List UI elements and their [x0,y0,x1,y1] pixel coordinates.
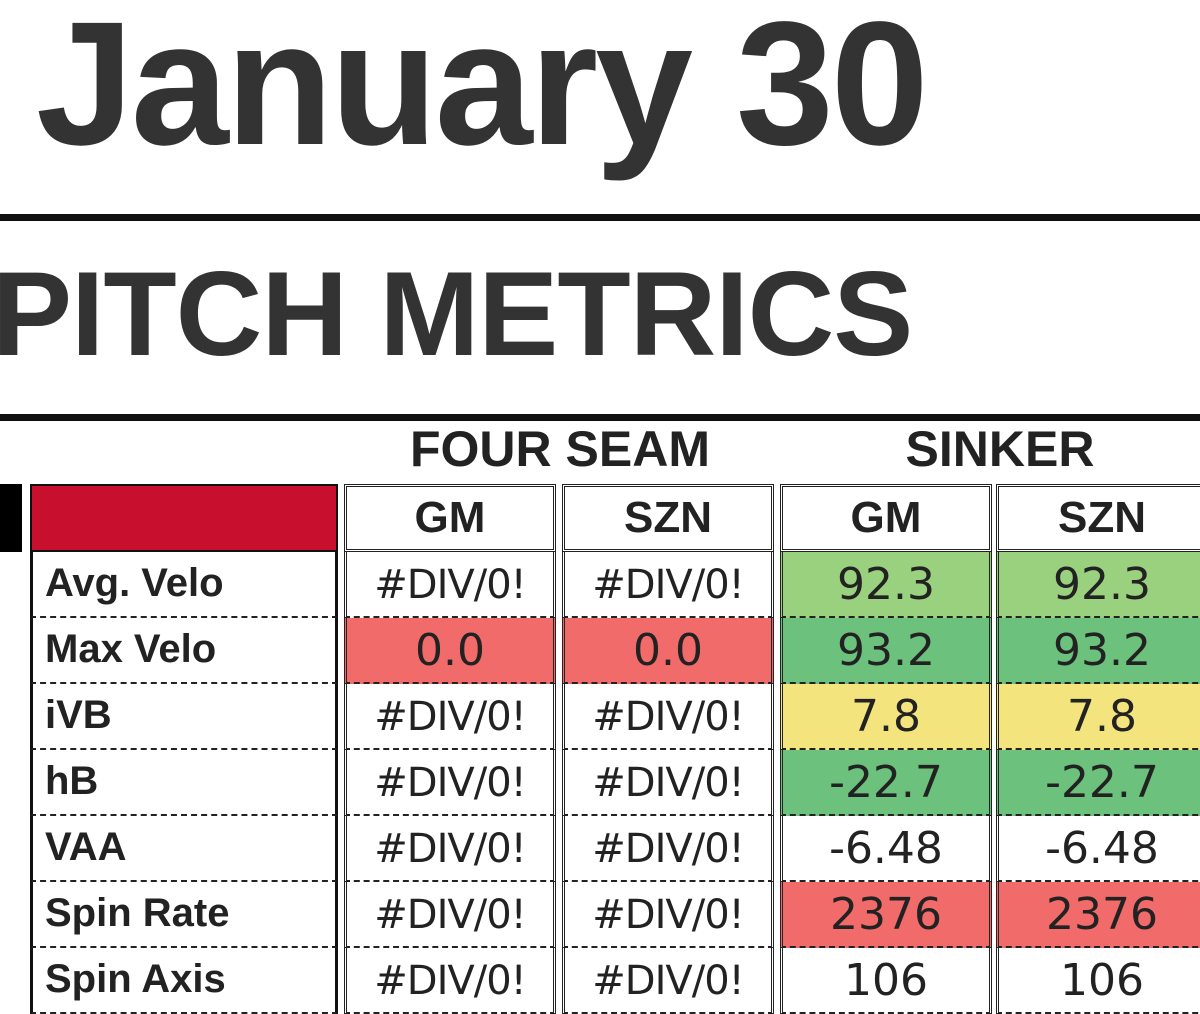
row-label: Spin Rate [30,882,338,948]
table-cell-sinker-szn: 92.3 [996,552,1200,618]
row-label: hB [30,750,338,816]
table-cell-sinker-szn: 106 [996,948,1200,1014]
table-cell-sinker-gm: 92.3 [780,552,992,618]
table-cell-four-seam-gm: #DIV/0! [344,552,556,618]
table-cell-four-seam-szn: #DIV/0! [562,750,774,816]
table-cell-sinker-szn: 2376 [996,882,1200,948]
table-cell-four-seam-szn: #DIV/0! [562,882,774,948]
table-cell-sinker-szn: -22.7 [996,750,1200,816]
table-cell-sinker-gm: 7.8 [780,684,992,750]
table-cell-four-seam-gm: 0.0 [344,618,556,684]
row-label: Max Velo [30,618,338,684]
row-label: iVB [30,684,338,750]
column-header-four-seam-szn: SZN [562,484,774,552]
table-cell-four-seam-szn: #DIV/0! [562,684,774,750]
divider-top [0,214,1200,221]
group-header-four-seam: FOUR SEAM [410,421,710,477]
table-cell-four-seam-szn: #DIV/0! [562,948,774,1014]
divider-bottom [0,414,1200,421]
table-cell-four-seam-szn: 0.0 [562,618,774,684]
table-cell-four-seam-gm: #DIV/0! [344,948,556,1014]
table-cell-four-seam-gm: #DIV/0! [344,750,556,816]
table-cell-sinker-gm: -22.7 [780,750,992,816]
table-cell-sinker-szn: 7.8 [996,684,1200,750]
column-header-sinker-szn: SZN [996,484,1200,552]
table-cell-sinker-gm: 2376 [780,882,992,948]
section-title: PITCH METRICS [0,247,913,381]
table-cell-sinker-gm: -6.48 [780,816,992,882]
group-header-sinker: SINKER [905,421,1095,477]
table-cell-four-seam-szn: #DIV/0! [562,552,774,618]
table-cell-four-seam-gm: #DIV/0! [344,882,556,948]
table-cell-sinker-szn: 93.2 [996,618,1200,684]
metrics-table: GM SZN GM SZN Avg. Velo #DIV/0! #DIV/0! 92.3 92.… [30,484,1200,1014]
row-label: Spin Axis [30,948,338,1014]
table-cell-four-seam-szn: #DIV/0! [562,816,774,882]
table-cell-sinker-gm: 93.2 [780,618,992,684]
row-marker [0,484,22,552]
table-corner-header [30,484,338,552]
table-cell-four-seam-gm: #DIV/0! [344,816,556,882]
row-label: Avg. Velo [30,552,338,618]
table-cell-four-seam-gm: #DIV/0! [344,684,556,750]
date-title: January 30 [36,0,929,182]
table-cell-sinker-gm: 106 [780,948,992,1014]
column-header-four-seam-gm: GM [344,484,556,552]
table-cell-sinker-szn: -6.48 [996,816,1200,882]
row-label: VAA [30,816,338,882]
column-header-sinker-gm: GM [780,484,992,552]
